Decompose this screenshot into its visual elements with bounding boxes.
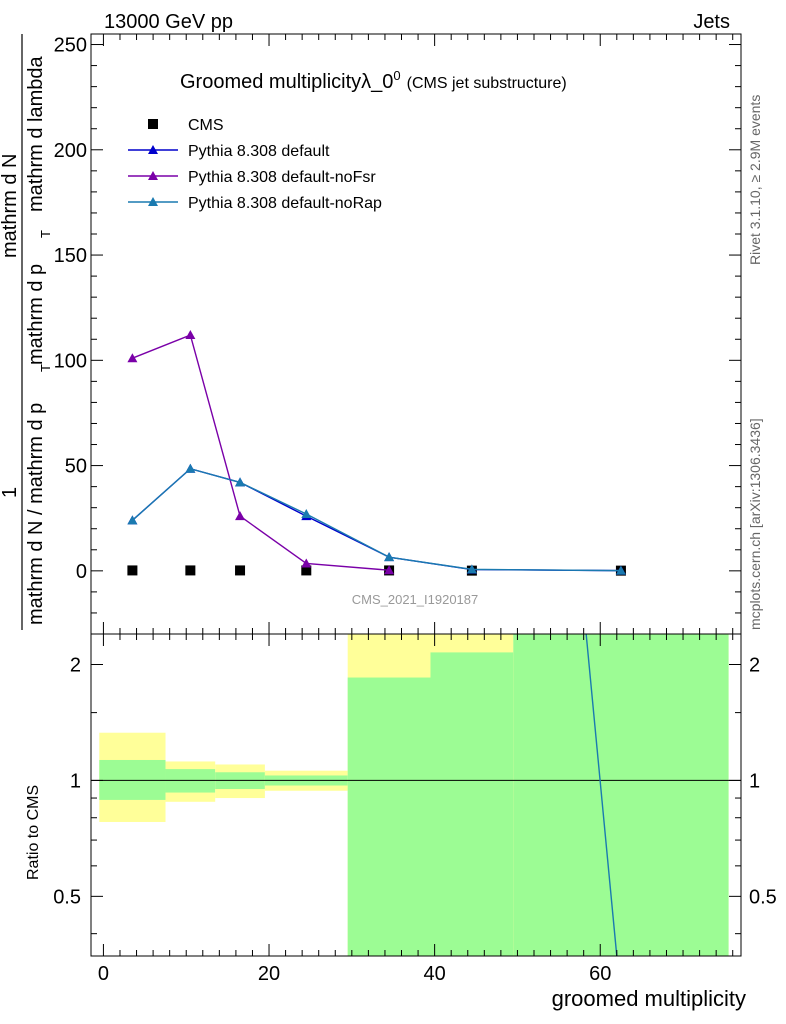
series-2 — [127, 330, 395, 575]
ratio-ticks: 0.5 0.51 12 20 20 40 60 — [53, 634, 777, 985]
legend-label: CMS — [188, 117, 224, 134]
legend-entry: Pythia 8.308 default-noFsr — [128, 169, 376, 186]
data-point — [301, 565, 312, 576]
legend-entry: CMS — [148, 117, 224, 134]
data-point — [127, 353, 138, 363]
data-point — [301, 558, 312, 568]
ratio-y-tick-label: 2 — [70, 654, 81, 676]
header-right: Jets — [693, 11, 730, 33]
ratio-y-tick-label-right: 0.5 — [749, 886, 777, 908]
ylabel-den: mathrm d N / mathrm d p — [25, 403, 47, 625]
data-point — [235, 565, 246, 576]
data-point — [185, 330, 196, 340]
ratio-plot: 0.5 0.51 12 20 20 40 60 Ratio to CMS groomed m… — [25, 633, 777, 1011]
ratio-y-tick-label-right: 1 — [749, 770, 760, 792]
ratio-band-green — [347, 677, 431, 956]
ratio-y-tick-label: 1 — [70, 770, 81, 792]
data-point — [384, 552, 395, 562]
main-marks — [127, 330, 626, 576]
data-point — [384, 565, 395, 575]
legend-label: Pythia 8.308 default-noRap — [188, 195, 382, 212]
legend-marker — [148, 145, 158, 154]
plot-title: Groomed multiplicityλ_00 (CMS jet substru… — [180, 68, 567, 93]
ylabel-num3: N — [0, 154, 21, 168]
ylabel-num2: mathrm d — [0, 174, 21, 258]
ratio-band-green — [513, 634, 729, 956]
legend: CMS Pythia 8.308 default Pythia 8.308 defa… — [128, 117, 382, 212]
data-point — [185, 565, 196, 576]
plot-title-sub: (CMS jet substructure) — [407, 75, 567, 92]
ylabel-den5: mathrm d lambda — [25, 56, 47, 212]
data-point — [235, 511, 246, 521]
x-tick-label: 0 — [98, 963, 109, 985]
legend-entry: Pythia 8.308 default-noRap — [128, 195, 382, 212]
y-tick-label: 200 — [54, 140, 87, 162]
rivet-label: Rivet 3.1.10, ≥ 2.9M events — [747, 95, 763, 265]
y-tick-label: 150 — [54, 245, 87, 267]
data-point — [466, 564, 477, 574]
legend-label: Pythia 8.308 default — [188, 143, 330, 160]
ratio-ylabel: Ratio to CMS — [25, 785, 42, 880]
x-axis-label: groomed multiplicity — [552, 986, 746, 1011]
series-line — [132, 334, 390, 571]
series-3 — [127, 463, 626, 575]
data-point — [127, 565, 138, 576]
plot-title-main: Groomed multiplicityλ_0 — [180, 71, 393, 93]
ratio-frame — [90, 633, 742, 957]
y-tick-label: 100 — [54, 350, 87, 372]
legend-marker — [148, 171, 158, 180]
data-point — [127, 515, 138, 525]
data-point — [185, 463, 196, 473]
ratio-band-green — [430, 652, 514, 956]
y-tick-label: 250 — [54, 35, 87, 57]
ylabel-num: 1 — [0, 487, 21, 498]
x-tick-label: 20 — [258, 963, 280, 985]
y-tick-label: 0 — [76, 561, 87, 583]
data-point — [615, 565, 626, 575]
legend-marker — [148, 197, 158, 206]
series-1 — [127, 463, 626, 575]
ylabel-den3: mathrm d p — [25, 264, 47, 365]
ylabel-den4: T — [38, 230, 53, 238]
legend-label: Pythia 8.308 default-noFsr — [188, 169, 376, 186]
header-left: 13000 GeV pp — [104, 11, 233, 33]
ratio-lines — [585, 633, 618, 957]
data-point — [235, 477, 246, 487]
data-point — [301, 509, 312, 518]
legend-entry: Pythia 8.308 default — [128, 143, 330, 160]
series-line — [131, 467, 621, 572]
ratio-series-line — [585, 633, 618, 957]
y-axis-label: 1 mathrm d N mathrm d N / mathrm d p T m… — [0, 34, 53, 630]
ratio-bands — [99, 634, 729, 956]
watermark: CMS_2021_I1920187 — [352, 592, 479, 607]
x-tick-label: 40 — [424, 963, 446, 985]
ratio-y-tick-label: 0.5 — [53, 886, 81, 908]
mcplots-label: mcplots.cern.ch [arXiv:1306.3436] — [747, 418, 763, 630]
legend-marker — [148, 119, 158, 129]
y-tick-label: 50 — [65, 456, 87, 478]
main-ticks: 0 50 100 150 200 250 — [54, 34, 741, 635]
series-line — [131, 467, 621, 572]
ratio-y-tick-label-right: 2 — [749, 654, 760, 676]
x-tick-label: 60 — [589, 963, 611, 985]
ylabel-den2: T — [38, 364, 53, 372]
plot-title-sup: 0 — [393, 68, 400, 83]
